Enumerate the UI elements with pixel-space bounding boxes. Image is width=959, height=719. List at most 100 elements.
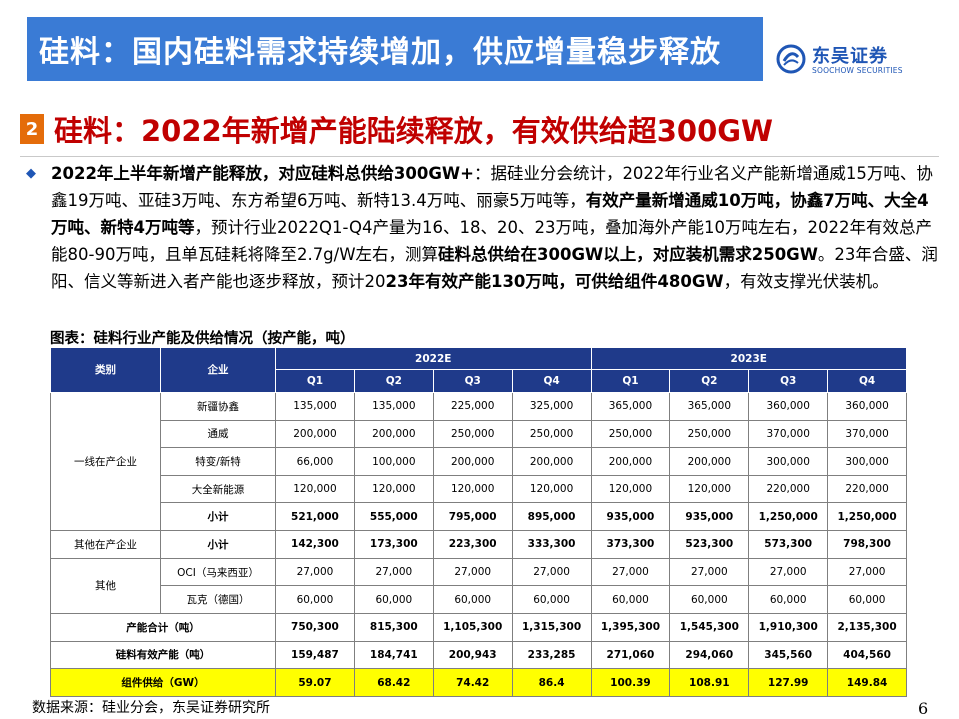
value-cell: 120,000	[669, 474, 750, 504]
page-title: 硅料：国内硅料需求持续增加，供应增量稳步释放	[39, 35, 721, 70]
value-cell: 333,300	[511, 530, 592, 559]
header-quarter: Q4	[827, 369, 907, 393]
text-regular: ，有效支撑光伏装机。	[723, 272, 889, 291]
logo-icon	[776, 44, 806, 74]
paragraph-text: 2022年上半年新增产能释放，对应硅料总供给300GW+：据硅业分会统计，202…	[51, 160, 940, 295]
diamond-bullet-icon: ◆	[26, 166, 36, 181]
value-cell: 1,250,000	[827, 502, 907, 532]
value-cell: 200,943	[432, 640, 513, 670]
value-cell: 294,060	[669, 640, 750, 670]
value-cell: 120,000	[275, 474, 355, 504]
value-cell: 68.42	[353, 668, 434, 697]
section-title: 硅料：2022年新增产能陆续释放，有效供给超300GW	[54, 114, 774, 148]
value-cell: 225,000	[432, 391, 513, 421]
total-label: 组件供给（GW）	[50, 668, 276, 697]
subtotal-row: 小计 521,000 555,000 795,000 895,000 935,0…	[51, 502, 907, 532]
value-cell: 250,000	[432, 419, 513, 449]
value-cell: 120,000	[432, 474, 513, 504]
value-cell: 27,000	[275, 557, 355, 587]
value-cell: 250,000	[511, 419, 592, 449]
value-cell: 223,300	[432, 530, 513, 559]
text-bold: 有效产量新增通威10万吨，协鑫7万吨、大全4万吨、新特4万吨等	[51, 191, 929, 237]
value-cell: 27,000	[669, 557, 750, 587]
value-cell: 300,000	[748, 447, 829, 476]
capacity-table: 类别 企业 2022E 2023E Q1 Q2 Q3 Q4 Q1 Q2 Q3 Q…	[50, 346, 907, 697]
company-cell: 通威	[160, 419, 276, 449]
table-header-row: Q1 Q2 Q3 Q4 Q1 Q2 Q3 Q4	[51, 369, 907, 393]
value-cell: 120,000	[590, 474, 671, 504]
value-cell: 60,000	[827, 585, 907, 615]
value-cell: 935,000	[590, 502, 671, 532]
value-cell: 27,000	[827, 557, 907, 587]
value-cell: 142,300	[275, 530, 355, 559]
value-cell: 184,741	[353, 640, 434, 670]
value-cell: 149.84	[827, 668, 907, 697]
value-cell: 86.4	[511, 668, 592, 697]
total-row: 产能合计（吨） 750,300 815,300 1,105,300 1,315,…	[50, 613, 907, 642]
data-source: 数据来源：硅业分会，东吴证券研究所	[32, 700, 270, 716]
header-quarter: Q3	[432, 369, 513, 393]
header-quarter: Q2	[669, 369, 750, 393]
logo-text-cn: 东吴证券	[812, 46, 888, 67]
value-cell: 60,000	[432, 585, 513, 615]
company-cell: 小计	[160, 502, 276, 532]
value-cell: 1,315,300	[511, 613, 592, 642]
text-bold: 2022年上半年新增产能释放，对应硅料总供给300GW+	[51, 164, 474, 183]
header-year: 2022E	[275, 346, 592, 371]
company-cell: 瓦克（德国）	[160, 585, 276, 615]
value-cell: 60,000	[590, 585, 671, 615]
summary-paragraph: ◆ 2022年上半年新增产能释放，对应硅料总供给300GW+：据硅业分会统计，2…	[26, 160, 940, 295]
company-cell: OCI（马来西亚）	[160, 557, 276, 587]
value-cell: 27,000	[353, 557, 434, 587]
value-cell: 250,000	[590, 419, 671, 449]
value-cell: 60,000	[275, 585, 355, 615]
value-cell: 1,395,300	[590, 613, 671, 642]
table-header-row: 类别 企业 2022E 2023E	[50, 346, 907, 393]
value-cell: 120,000	[511, 474, 592, 504]
value-cell: 200,000	[353, 419, 434, 449]
value-cell: 74.42	[432, 668, 513, 697]
header-quarter: Q3	[748, 369, 829, 393]
value-cell: 233,285	[511, 640, 592, 670]
value-cell: 100.39	[590, 668, 671, 697]
value-cell: 370,000	[827, 419, 907, 449]
value-cell: 555,000	[353, 502, 434, 532]
value-cell: 325,000	[511, 391, 592, 421]
header-company: 企业	[160, 347, 276, 393]
value-cell: 100,000	[353, 447, 434, 476]
value-cell: 220,000	[827, 474, 907, 504]
value-cell: 1,250,000	[748, 502, 829, 532]
value-cell: 360,000	[827, 391, 907, 421]
table-row: 特变/新特 66,000 100,000 200,000 200,000 200…	[51, 447, 907, 476]
total-row: 硅料有效产能（吨） 159,487 184,741 200,943 233,28…	[50, 640, 907, 670]
value-cell: 60,000	[669, 585, 750, 615]
header-year: 2023E	[590, 346, 907, 371]
table-row: 其他 OCI（马来西亚） 27,000 27,000 27,000 27,000…	[50, 557, 907, 615]
value-cell: 935,000	[669, 502, 750, 532]
group-label: 其他在产企业	[50, 530, 161, 559]
value-cell: 60,000	[353, 585, 434, 615]
group-label: 其他	[50, 557, 161, 615]
header-quarter: Q4	[511, 369, 592, 393]
value-cell: 300,000	[827, 447, 907, 476]
value-cell: 135,000	[353, 391, 434, 421]
value-cell: 66,000	[275, 447, 355, 476]
group-label: 一线在产企业	[50, 391, 161, 532]
value-cell: 220,000	[748, 474, 829, 504]
section-number-badge: 2	[20, 114, 44, 144]
value-cell: 200,000	[590, 447, 671, 476]
value-cell: 108.91	[669, 668, 750, 697]
value-cell: 200,000	[669, 447, 750, 476]
value-cell: 60,000	[748, 585, 829, 615]
value-cell: 159,487	[275, 640, 355, 670]
section-heading: 2 硅料：2022年新增产能陆续释放，有效供给超300GW	[20, 104, 773, 154]
value-cell: 365,000	[669, 391, 750, 421]
company-logo: 东吴证券 SOOCHOW SECURITIES	[776, 42, 936, 78]
header-quarter: Q1	[275, 369, 355, 393]
highlight-row: 组件供给（GW） 59.07 68.42 74.42 86.4 100.39 1…	[50, 668, 907, 697]
text-bold: 23年有效产能130万吨，可供给组件480GW	[385, 272, 724, 291]
value-cell: 173,300	[353, 530, 434, 559]
value-cell: 345,560	[748, 640, 829, 670]
value-cell: 798,300	[827, 530, 907, 559]
header-quarter: Q1	[590, 369, 671, 393]
